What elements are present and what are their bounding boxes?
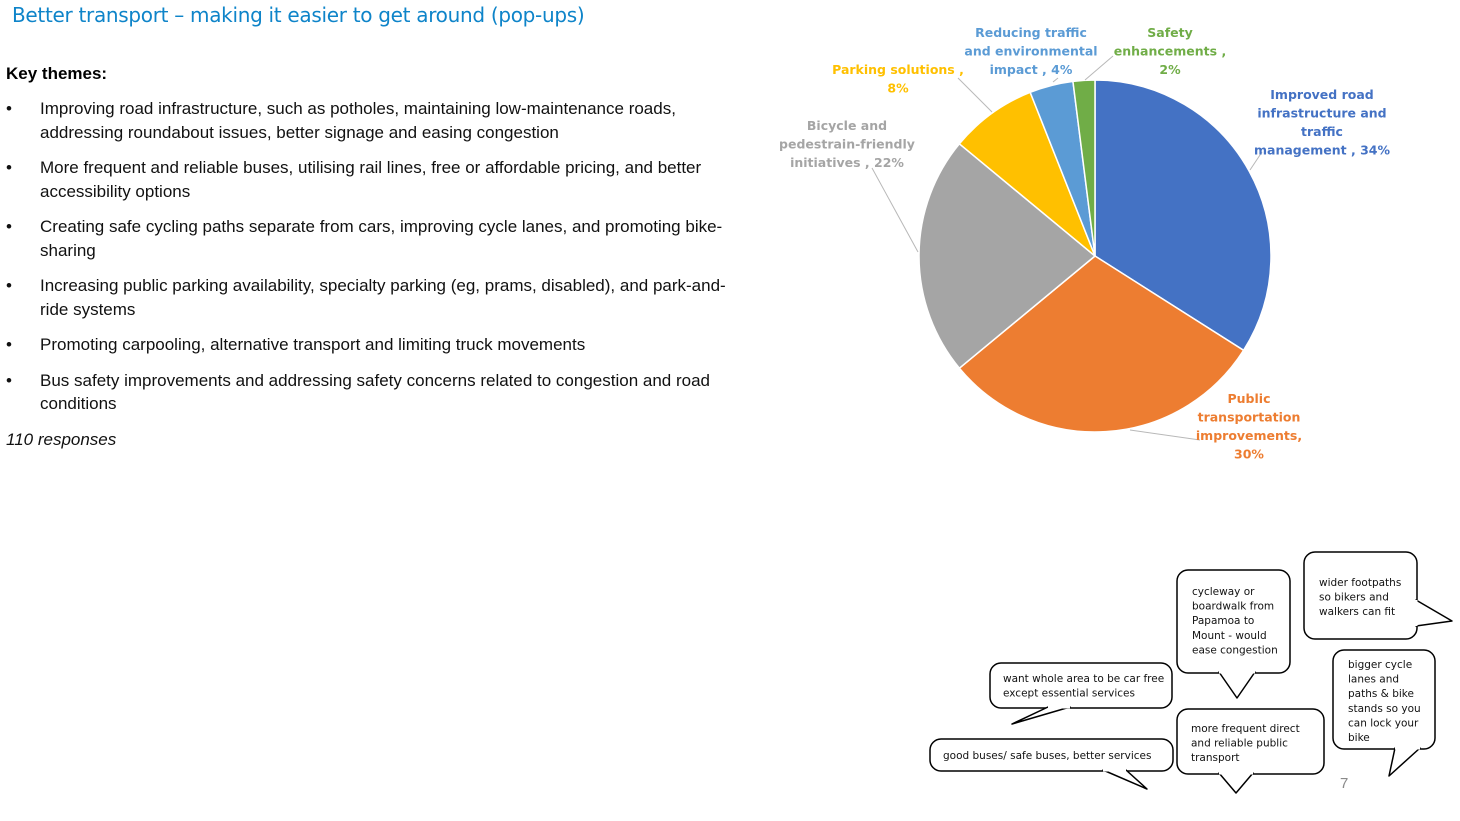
theme-item: • Creating safe cycling paths separate fr… (6, 215, 736, 262)
leader-line-road-infrastructure (1249, 151, 1263, 171)
theme-text: Promoting carpooling, alternative transp… (40, 335, 586, 354)
speech-bubble-text: more frequent direct and reliable public t… (1191, 723, 1300, 764)
key-themes-list: • Improving road infrastructure, such as … (6, 97, 736, 428)
bullet-icon: • (6, 335, 12, 354)
bullet-icon: • (6, 99, 12, 118)
theme-text: Improving road infrastructure, such as p… (40, 99, 676, 142)
bullet-icon: • (6, 217, 12, 236)
speech-bubble-text: cycleway or boardwalk from Papamoa to Mount… (1192, 586, 1278, 656)
speech-bubble: wider footpaths so bikers and walkers can … (1303, 551, 1453, 640)
pie-slice-road-infrastructure (1094, 79, 1272, 352)
theme-text: More frequent and reliable buses, utilis… (40, 158, 702, 201)
leader-line-bicycle-pedestrian (871, 167, 919, 253)
pie-label-reducing-traffic: Reducing traffic and environmental impact … (964, 25, 1097, 77)
pie-label-parking: Parking solutions , 8% (832, 62, 964, 96)
response-count: 110 responses (6, 430, 117, 449)
page-number: 7 (1340, 775, 1349, 792)
theme-item: • Increasing public parking availability,… (6, 274, 736, 321)
bullet-icon: • (6, 370, 12, 390)
pie-slice-parking (958, 91, 1096, 257)
leader-line-parking (957, 77, 993, 113)
key-themes-heading: Key themes: (6, 64, 108, 83)
speech-bubbles: cycleway or boardwalk from Papamoa to Mount… (929, 551, 1453, 794)
speech-bubble: bigger cycle lanes and paths & bike stands … (1332, 649, 1436, 777)
pie-slice-public-transport (958, 255, 1245, 433)
speech-bubble: good buses/ safe buses, better services (929, 738, 1174, 790)
speech-bubble: want whole area to be car free except ess… (989, 662, 1173, 725)
speech-bubble: cycleway or boardwalk from Papamoa to Mount… (1176, 569, 1291, 699)
leader-line-safety (1084, 55, 1114, 81)
leader-line-public-transport (1129, 429, 1201, 441)
theme-item: • Promoting carpooling, alternative trans… (6, 333, 736, 357)
speech-bubble-box (989, 662, 1173, 709)
speech-bubble-tail (1218, 772, 1254, 794)
pie-label-safety: Safety enhancements , 2% (1114, 25, 1226, 77)
speech-bubble-tail (1102, 769, 1148, 790)
speech-bubble-box (1332, 649, 1436, 750)
speech-bubble-tail (1218, 671, 1256, 699)
theme-text: Creating safe cycling paths separate fro… (40, 217, 723, 260)
speech-bubble-text: want whole area to be car free except ess… (1003, 673, 1164, 700)
pie-label-bicycle-pedestrian: Bicycle and pedestrain-friendly initiative… (779, 118, 915, 170)
leader-lines (871, 55, 1263, 441)
pie-labels: Improved road infrastructure and traffic ma… (779, 25, 1390, 462)
speech-bubble-box (929, 738, 1174, 772)
pie-label-road-infrastructure: Improved road infrastructure and traffic ma… (1254, 87, 1390, 158)
speech-bubble-text: bigger cycle lanes and paths & bike stands … (1348, 659, 1421, 744)
theme-item: • Improving road infrastructure, such as … (6, 97, 736, 144)
speech-bubble-tail (1388, 747, 1421, 777)
theme-text: Bus safety improvements and addressing s… (40, 370, 710, 414)
speech-bubble-tail (1415, 599, 1453, 627)
pie-slice-bicycle-pedestrian (918, 142, 1097, 370)
pie-slices (918, 79, 1272, 433)
leader-line-reducing-traffic (1052, 77, 1059, 83)
slide-title: Better transport – making it easier to g… (12, 3, 585, 27)
theme-text: Increasing public parking availability, … (40, 276, 726, 319)
speech-bubble-tail (1011, 706, 1071, 725)
theme-item: • More frequent and reliable buses, utili… (6, 156, 736, 203)
bullet-icon: • (6, 276, 12, 295)
speech-bubble-text: wider footpaths so bikers and walkers can … (1319, 577, 1401, 618)
theme-item: • Bus safety improvements and addressing … (6, 369, 736, 416)
speech-bubble-text: good buses/ safe buses, better services (943, 750, 1151, 762)
pie-slice-safety (1072, 79, 1096, 257)
speech-bubble-box (1303, 551, 1418, 640)
bullet-icon: • (6, 158, 12, 177)
speech-bubble: more frequent direct and reliable public t… (1176, 708, 1325, 794)
pie-label-public-transport: Public transportation improvements, 30% (1196, 391, 1302, 462)
